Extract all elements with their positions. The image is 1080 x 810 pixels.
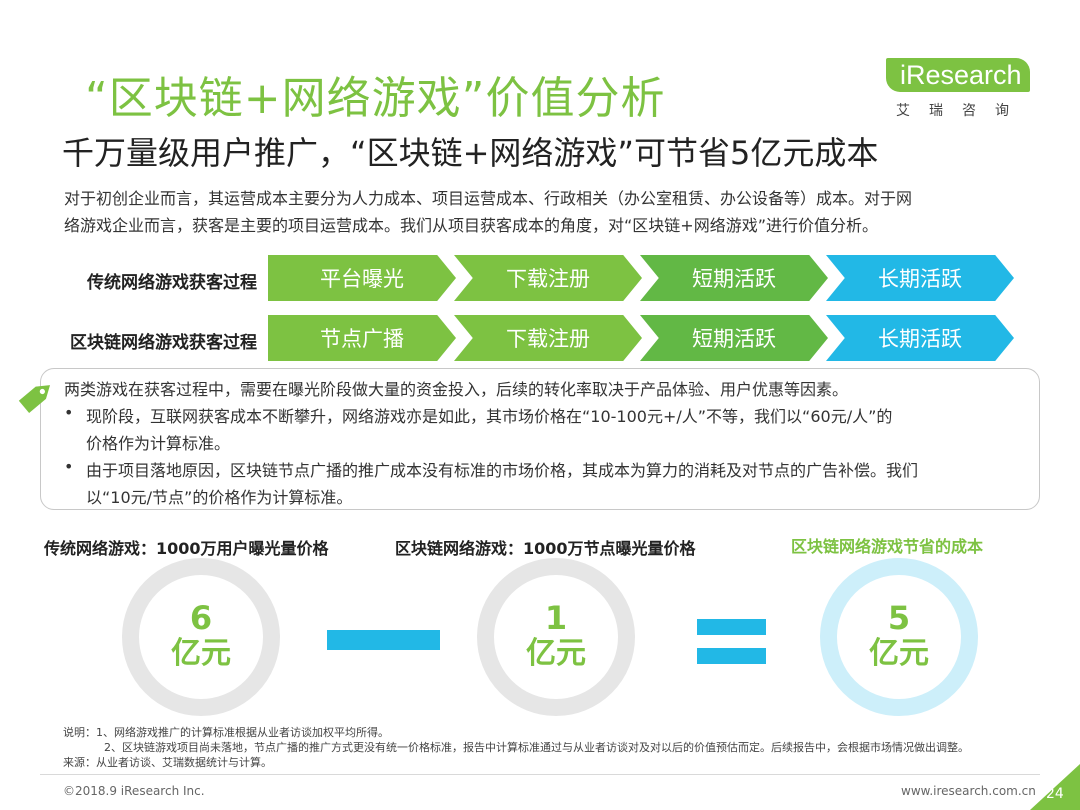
note-bullet-1b: 价格作为计算标准。 xyxy=(86,434,231,453)
note-box xyxy=(40,368,1040,510)
note-bullet-1a: 现阶段，互联网获客成本不断攀升，网络游戏亦是如此，其市场价格在“10-100元+… xyxy=(86,407,893,426)
caption-traditional: 传统网络游戏：1000万用户曝光量价格 xyxy=(44,539,329,558)
circle-savings: 5 亿元 xyxy=(820,558,978,716)
row-label-traditional: 传统网络游戏获客过程 xyxy=(87,273,257,293)
note-bullet-2b: 以“10元/节点”的价格作为计算标准。 xyxy=(86,488,353,507)
value-number: 1 xyxy=(544,599,568,637)
equals-sign-top xyxy=(697,619,766,635)
value-unit: 亿元 xyxy=(526,636,586,671)
caption-blockchain: 区块链网络游戏：1000万节点曝光量价格 xyxy=(395,539,696,558)
page-subtitle: 千万量级用户推广，“区块链+网络游戏”可节省5亿元成本 xyxy=(62,134,879,172)
footnote-2: 2、区块链游戏项目尚未落地，节点广播的推广方式更没有统一价格标准，报告中计算标准… xyxy=(104,741,969,754)
source-note: 来源：从业者访谈、艾瑞数据统计与计算。 xyxy=(63,756,272,769)
process-step: 平台曝光 xyxy=(268,255,456,301)
logo-chinese: 艾瑞咨询 xyxy=(896,103,1028,119)
copyright: ©2018.9 iResearch Inc. xyxy=(63,784,205,798)
circle-traditional-cost: 6 亿元 xyxy=(122,558,280,716)
intro-paragraph: 对于初创企业而言，其运营成本主要分为人力成本、项目运营成本、行政相关（办公室租赁… xyxy=(64,185,1034,239)
iresearch-logo: iResearch 艾瑞咨询 xyxy=(886,56,1036,126)
page-number: 24 xyxy=(1046,786,1064,802)
process-step: 长期活跃 xyxy=(826,315,1014,361)
process-step: 长期活跃 xyxy=(826,255,1014,301)
value-number: 5 xyxy=(887,599,911,637)
bullet-mark: • xyxy=(64,403,74,422)
value-number: 6 xyxy=(189,599,213,637)
circle-blockchain-cost: 1 亿元 xyxy=(477,558,635,716)
process-step: 短期活跃 xyxy=(640,255,828,301)
page-number-corner xyxy=(1030,764,1080,810)
price-tag-icon xyxy=(18,385,51,414)
minus-sign xyxy=(327,630,440,650)
intro-line-2: 络游戏企业而言，获客是主要的项目运营成本。我们从项目获客成本的角度，对“区块链+… xyxy=(64,216,878,235)
intro-line-1: 对于初创企业而言，其运营成本主要分为人力成本、项目运营成本、行政相关（办公室租赁… xyxy=(64,189,913,208)
value-unit: 亿元 xyxy=(171,636,231,671)
page-title: “区块链+网络游戏”价值分析 xyxy=(85,73,666,124)
value-unit: 亿元 xyxy=(869,636,929,671)
note-bullet-2a: 由于项目落地原因，区块链节点广播的推广成本没有标准的市场价格，其成本为算力的消耗… xyxy=(86,461,919,480)
process-step: 下载注册 xyxy=(454,255,642,301)
equals-sign-bottom xyxy=(697,648,766,664)
website-url: www.iresearch.com.cn xyxy=(901,784,1036,798)
logo-wordmark: iResearch xyxy=(886,58,1030,92)
process-step: 下载注册 xyxy=(454,315,642,361)
process-step: 短期活跃 xyxy=(640,315,828,361)
footer-divider xyxy=(40,774,1040,775)
caption-savings: 区块链网络游戏节省的成本 xyxy=(791,537,984,556)
row-label-blockchain: 区块链网络游戏获客过程 xyxy=(70,333,257,353)
process-step: 节点广播 xyxy=(268,315,456,361)
note-line-1: 两类游戏在获客过程中，需要在曝光阶段做大量的资金投入，后续的转化率取决于产品体验… xyxy=(64,380,849,399)
footnote-1: 说明：1、网络游戏推广的计算标准根据从业者访谈加权平均所得。 xyxy=(63,726,389,739)
bullet-mark: • xyxy=(64,457,74,476)
